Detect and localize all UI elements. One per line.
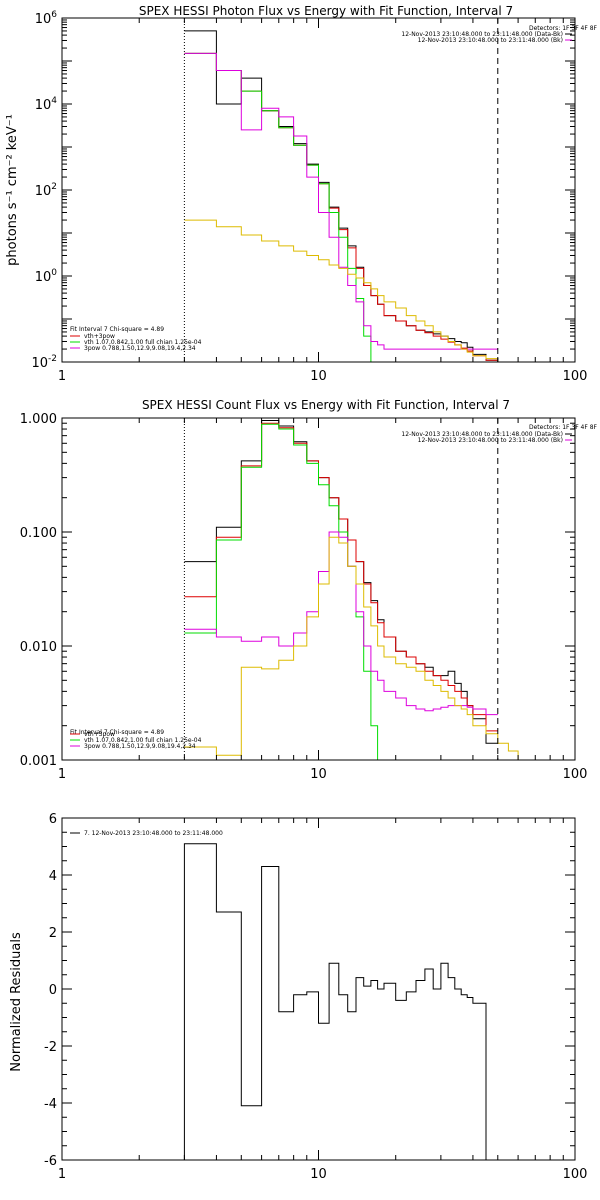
photon-flux-ylabel: photons s⁻¹ cm⁻² keV⁻¹ [5,114,20,266]
photon-flux-series-2 [184,52,378,363]
photon-flux-y-tick-label: 100 [35,268,58,285]
photon-flux-vlines [183,18,499,362]
photon-flux-series [184,30,519,363]
residuals-legend: 7. 12-Nov-2013 23:10:48.000 to 23:11:48.… [70,830,223,837]
residuals-x-tick-label: 1 [58,1167,66,1182]
photon-flux-series-4 [184,219,519,363]
residuals-series [183,843,487,1160]
count-flux-legend-bottom: Fit Interval 7 Chi-square = 4.89 vth+3po… [70,729,202,750]
residuals-legend-label: 7. 12-Nov-2013 23:10:48.000 to 23:11:48.… [84,830,223,837]
photon-flux-y-tick-label: 10-2 [31,354,57,371]
count-flux-x-tick-label: 10 [310,767,327,782]
photon-flux-plot-frame [61,17,576,363]
photon-flux-series-1 [184,52,498,361]
residuals-x-tick-label: 100 [563,1167,588,1182]
residuals-ylabel: Normalized Residuals [9,932,24,1072]
photon-flux-legend-top-text: 12-Nov-2013 23:10:48.000 to 23:11:48.000… [418,37,563,44]
residuals-y-tick-label: -4 [44,1097,57,1112]
residuals-series-0 [183,843,487,1160]
residuals-ticks: 1 10 100 6 4 2 0 -2 -4 -6 [44,812,587,1182]
photon-flux-legend-bottom-text: vth 1.07,0.842,1.00 full chian 1.25e-04 [84,339,202,346]
count-flux-series-4 [184,536,551,761]
photon-flux-y-tick-label: 104 [35,96,58,113]
count-flux-legend-bottom-text: vth+3pow [84,731,115,738]
count-flux-series-2 [184,423,384,761]
photon-flux-series-3 [184,52,498,350]
photon-flux-legend-header: Detectors: 1F 3F 4F 8F [529,25,598,32]
photon-flux-y-tick-label: 102 [35,182,57,199]
count-flux-y-tick-label: 0.010 [20,640,57,655]
photon-flux-legend-top: Detectors: 1F 3F 4F 8F 12-Nov-2013 23:10… [401,25,597,44]
photon-flux-legend-bottom-text: 3pow 0.788,1.50,12.9,9.08,19.4,2.34 [84,345,196,352]
photon-flux-y-tick-label: 106 [35,10,58,27]
count-flux-series-3 [184,531,498,716]
count-flux-vlines [183,418,499,760]
residuals-y-tick-label: 4 [49,869,57,884]
count-flux-series-1 [184,422,498,732]
count-flux-legend-top: Detectors: 1F 3F 4F 8F 12-Nov-2013 23:10… [401,424,597,444]
count-flux-legend-bottom-text: 3pow 0.788,1.50,12.9,9.08,19.4,2.34 [84,743,196,750]
count-flux-panel: SPEX HESSI Count Flux vs Energy with Fit… [20,398,598,782]
photon-flux-series-0 [184,30,498,361]
residuals-x-tick-label: 10 [310,1167,327,1182]
residuals-panel: Normalized Residuals 1 10 100 6 4 2 0 -2 -4 -6 7.… [9,812,587,1182]
residuals-y-tick-label: -6 [44,1154,57,1169]
photon-flux-ticks: 1 10 100 106 104 102 100 10-2 [31,10,587,384]
count-flux-series-0 [184,420,498,744]
photon-flux-title: SPEX HESSI Photon Flux vs Energy with Fi… [139,4,513,18]
count-flux-ticks: 1 10 100 1.000 0.100 0.010 0.001 [20,412,588,782]
photon-flux-legend-bottom-text: vth+3pow [84,333,115,340]
residuals-y-tick-label: 6 [49,812,57,827]
count-flux-legend-top-text: 12-Nov-2013 23:10:48.000 to 23:11:48.000… [401,431,563,438]
residuals-y-tick-label: 2 [49,926,57,941]
count-flux-y-tick-label: 0.001 [20,754,57,769]
photon-flux-fit-interval: Fit Interval 7 Chi-square = 4.89 [70,326,164,333]
photon-flux-panel: SPEX HESSI Photon Flux vs Energy with Fi… [5,4,598,384]
photon-flux-legend-top-text: 12-Nov-2013 23:10:48.000 to 23:11:48.000… [401,31,563,38]
photon-flux-x-tick-label: 100 [563,369,588,384]
photon-flux-x-tick-label: 1 [58,369,66,384]
count-flux-legend-top-text: 12-Nov-2013 23:10:48.000 to 23:11:48.000… [418,437,563,444]
count-flux-legend-header: Detectors: 1F 3F 4F 8F [529,424,598,431]
residuals-y-tick-label: -2 [44,1040,57,1055]
residuals-plot-frame [61,817,576,1161]
count-flux-fit-interval: Fit Interval 7 Chi-square = 4.89 [70,729,164,736]
count-flux-x-tick-label: 1 [58,767,66,782]
count-flux-x-tick-label: 100 [563,767,588,782]
count-flux-legend-bottom-text: vth 1.07,0.842,1.00 full chian 1.25e-04 [84,737,202,744]
photon-flux-x-tick-label: 10 [310,369,327,384]
count-flux-plot-frame [61,417,576,761]
photon-flux-legend-bottom: Fit Interval 7 Chi-square = 4.89 vth+3po… [70,326,202,352]
count-flux-y-tick-label: 0.100 [20,526,57,541]
residuals-y-tick-label: 0 [49,983,57,998]
count-flux-y-tick-label: 1.000 [20,412,57,427]
count-flux-series [184,420,551,761]
count-flux-title: SPEX HESSI Count Flux vs Energy with Fit… [142,398,510,412]
